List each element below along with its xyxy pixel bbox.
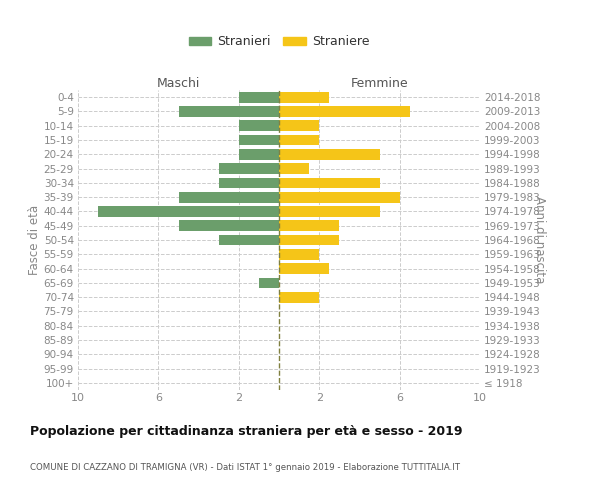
Bar — [279, 192, 400, 202]
Bar — [179, 220, 279, 231]
Text: Popolazione per cittadinanza straniera per età e sesso - 2019: Popolazione per cittadinanza straniera p… — [30, 425, 463, 438]
Bar — [279, 106, 410, 117]
Bar — [218, 234, 279, 246]
Bar — [279, 249, 319, 260]
Text: Maschi: Maschi — [157, 77, 200, 90]
Legend: Stranieri, Straniere: Stranieri, Straniere — [184, 30, 374, 53]
Bar — [179, 106, 279, 117]
Bar — [218, 163, 279, 174]
Y-axis label: Anni di nascita: Anni di nascita — [533, 196, 547, 284]
Bar — [279, 163, 309, 174]
Y-axis label: Fasce di età: Fasce di età — [28, 205, 41, 275]
Bar — [179, 192, 279, 202]
Bar — [218, 178, 279, 188]
Bar — [279, 292, 319, 302]
Text: Femmine: Femmine — [350, 77, 409, 90]
Text: COMUNE DI CAZZANO DI TRAMIGNA (VR) - Dati ISTAT 1° gennaio 2019 - Elaborazione T: COMUNE DI CAZZANO DI TRAMIGNA (VR) - Dat… — [30, 463, 460, 472]
Bar — [239, 120, 279, 131]
Bar — [279, 178, 380, 188]
Bar — [279, 234, 340, 246]
Bar — [239, 92, 279, 102]
Bar — [259, 278, 279, 288]
Bar — [279, 263, 329, 274]
Bar — [279, 92, 329, 102]
Bar — [279, 206, 380, 217]
Bar — [279, 134, 319, 145]
Bar — [279, 120, 319, 131]
Bar — [279, 149, 380, 160]
Bar — [279, 220, 340, 231]
Bar — [239, 134, 279, 145]
Bar — [239, 149, 279, 160]
Bar — [98, 206, 279, 217]
